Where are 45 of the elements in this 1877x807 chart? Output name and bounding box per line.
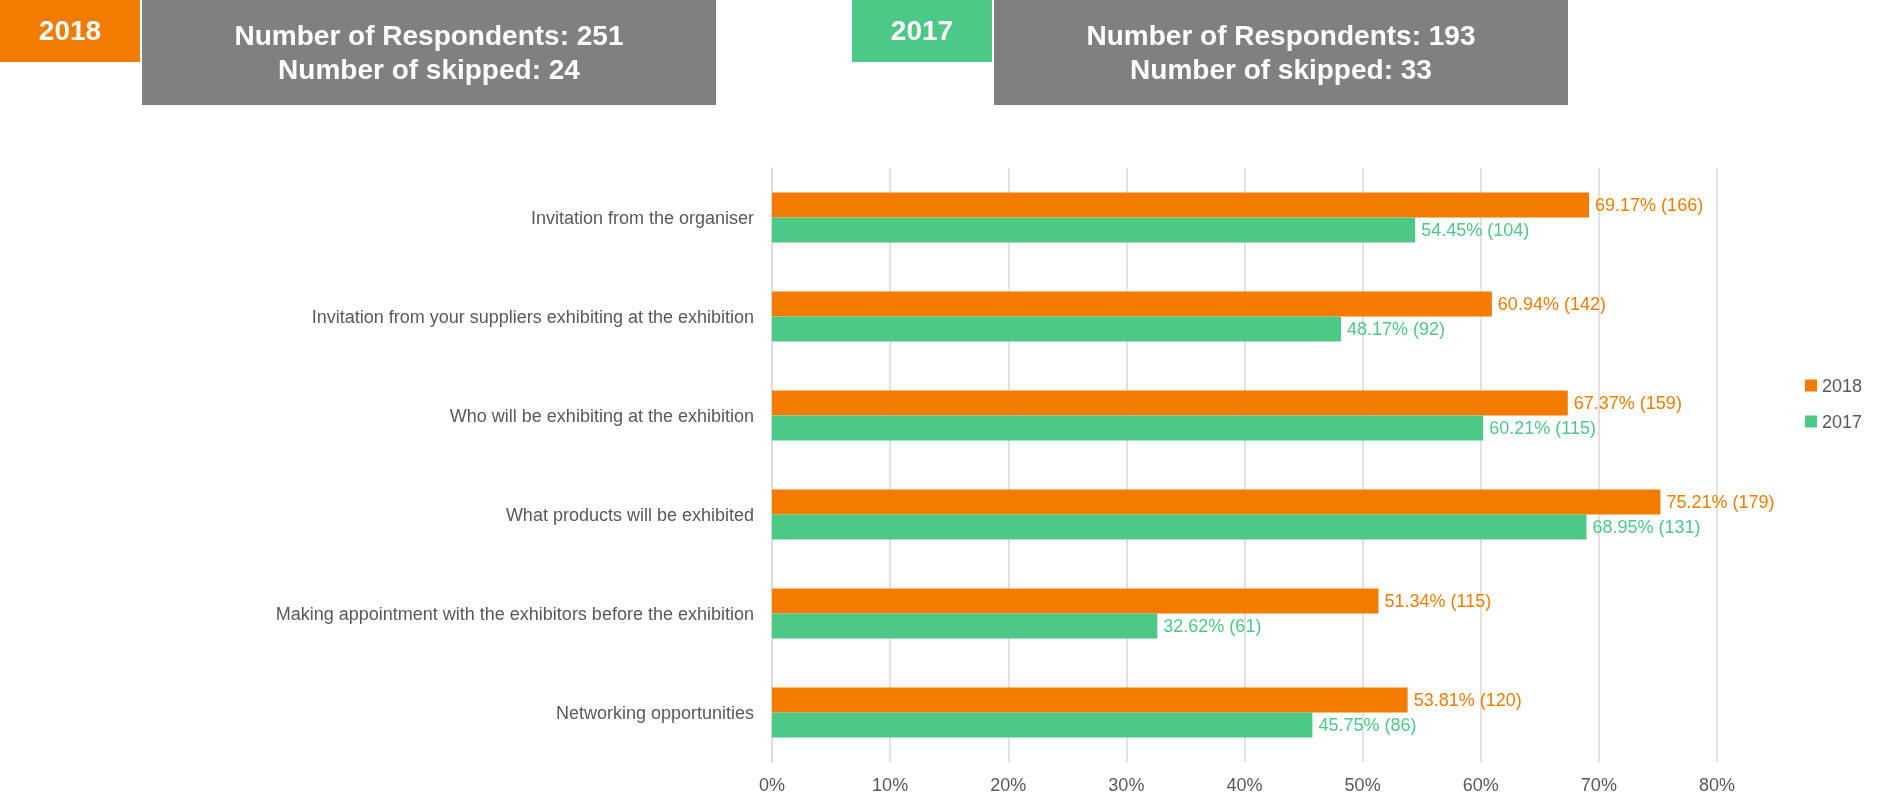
text: Number of Respondents: 193 Number of skipped: 33 (994, 0, 1568, 105)
data-label: 32.62% (61) (1163, 616, 1262, 636)
bar (772, 415, 1484, 441)
x-tick-label: 80% (1698, 775, 1736, 795)
bar (772, 217, 1416, 243)
bar (772, 390, 1568, 416)
data-label: 60.21% (115) (1489, 418, 1596, 438)
bar (772, 514, 1587, 540)
text: Number of Respondents: 251 Number of skipped: 24 (142, 0, 716, 105)
bar (772, 687, 1408, 713)
bar (772, 489, 1661, 515)
legend-label: 2018 (1821, 375, 1862, 396)
bar (772, 316, 1342, 342)
bar (772, 588, 1379, 614)
data-label: 48.17% (92) (1347, 319, 1446, 339)
data-label: 60.94% (142) (1497, 294, 1606, 314)
legend-label: 2017 (1821, 411, 1862, 432)
y-tick-label: Invitation from your suppliers exhibiting at the exhibition (311, 306, 754, 327)
y-tick-label: Networking opportunities (555, 702, 754, 723)
y-tick-label: Who will be exhibiting at the exhibition (449, 405, 754, 426)
data-label: 68.95% (131) (1592, 517, 1701, 537)
data-label: 51.34% (115) (1384, 591, 1492, 611)
x-tick-label: 30% (1108, 775, 1145, 795)
bar (772, 712, 1313, 738)
y-tick-label: Invitation from the organiser (530, 207, 754, 228)
y-tick-label: Making appointment with the exhibitors before the exhibition (275, 603, 754, 624)
bar (772, 613, 1158, 639)
bar (772, 291, 1492, 317)
data-label: 54.45% (104) (1421, 220, 1530, 240)
x-tick-label: 50% (1344, 775, 1381, 795)
data-label: 75.21% (179) (1666, 492, 1775, 512)
bar (772, 192, 1590, 218)
text: 2017 (852, 0, 992, 62)
data-label: 53.81% (120) (1413, 690, 1522, 710)
text: 2018 (0, 0, 140, 62)
x-tick-label: 20% (990, 775, 1027, 795)
x-tick-label: 60% (1462, 775, 1499, 795)
x-tick-label: 0% (758, 775, 786, 795)
data-label: 45.75% (86) (1318, 715, 1417, 735)
x-tick-label: 10% (872, 775, 909, 795)
y-tick-label: What products will be exhibited (505, 504, 754, 525)
data-label: 67.37% (159) (1573, 393, 1682, 413)
x-tick-label: 70% (1580, 775, 1617, 795)
x-tick-label: 40% (1226, 775, 1263, 795)
data-label: 69.17% (166) (1595, 195, 1704, 215)
